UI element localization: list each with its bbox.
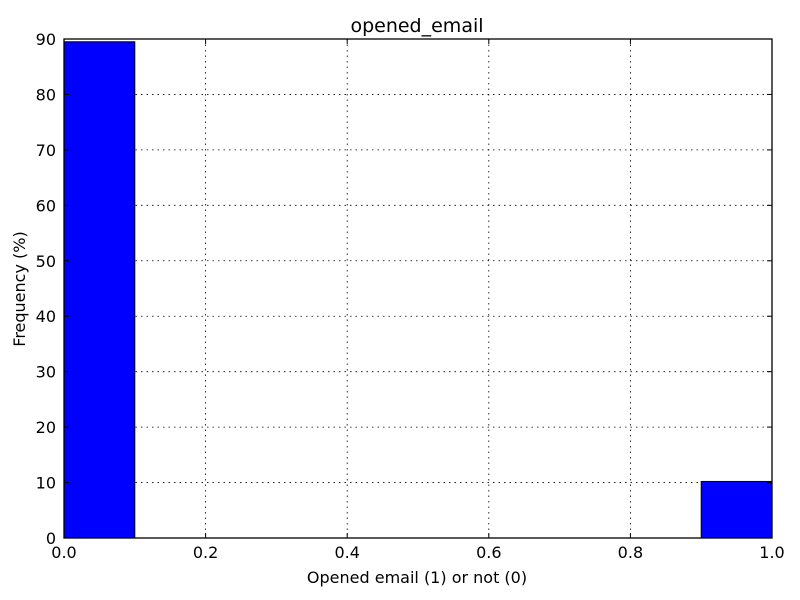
- y-axis-label: Frequency (%): [10, 231, 29, 346]
- y-tick-label: 30: [36, 363, 56, 382]
- x-tick-label: 0.8: [618, 543, 643, 562]
- histogram-bars: [63, 41, 773, 539]
- x-tick-label: 0.4: [334, 543, 359, 562]
- grid-lines: [63, 38, 773, 539]
- x-tick-label: 0.6: [476, 543, 501, 562]
- y-tick-label: 0: [46, 529, 56, 548]
- y-tick-label: 50: [36, 252, 56, 271]
- y-tick-label: 80: [36, 85, 56, 104]
- x-tick-label: 0.2: [193, 543, 218, 562]
- chart-title: opened_email: [350, 15, 483, 37]
- y-tick-label: 90: [36, 30, 56, 49]
- histogram-bar: [63, 41, 136, 539]
- y-tick-label: 70: [36, 141, 56, 160]
- y-tick-label: 10: [36, 474, 56, 493]
- y-tick-label: 40: [36, 307, 56, 326]
- y-tick-label: 20: [36, 418, 56, 437]
- y-tick-label: 60: [36, 196, 56, 215]
- plot-frame: [63, 38, 773, 539]
- histogram-bar: [700, 480, 773, 539]
- x-tick-label: 0.0: [51, 543, 76, 562]
- axis-ticks: 0.0 0.2 0.4 0.6 0.8 1.0 0 10 20 30 40 50 60 70 80 90: [36, 30, 785, 562]
- x-tick-label: 1.0: [759, 543, 784, 562]
- x-axis-label: Opened email (1) or not (0): [307, 568, 527, 587]
